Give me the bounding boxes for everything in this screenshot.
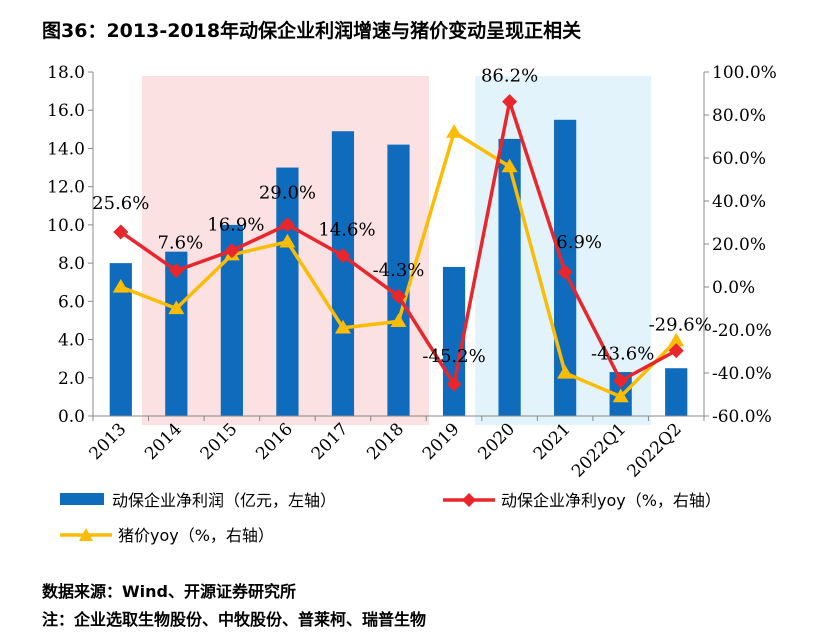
- left-tick-label: 2.0: [58, 369, 85, 389]
- bar-2013: [109, 263, 132, 416]
- profit-yoy-label-2022Q1: -43.6%: [591, 344, 654, 365]
- right-tick-label: 0.0%: [712, 278, 755, 298]
- left-tick-label: 14.0: [47, 139, 85, 159]
- legend-item-1: 动保企业净利yoy（%，右轴）: [443, 491, 721, 510]
- left-tick-label: 4.0: [58, 331, 85, 351]
- chart: 0.0 2.0 4.0 6.0 8.0 10.0 12.0 14.0 16.0 18.0 -60.0…: [47, 63, 777, 545]
- bar-2020: [498, 138, 521, 416]
- bar-2014: [165, 251, 188, 416]
- right-tick-label: 80.0%: [712, 106, 766, 126]
- legend-diamond-marker: [462, 493, 476, 507]
- profit-yoy-marker-2015: [224, 243, 240, 259]
- legend-item-2: 猪价yoy（%，右轴）: [60, 526, 274, 545]
- profit-yoy-marker-2014: [168, 263, 184, 279]
- right-tick-label: -20.0%: [712, 321, 772, 341]
- profit-yoy-label-2021: 6.9%: [556, 232, 602, 253]
- hog-price-marker-2022Q1: [612, 388, 629, 403]
- left-tick-label: 0.0: [58, 407, 85, 427]
- right-tick-label: 100.0%: [712, 63, 777, 83]
- bar-2015: [220, 224, 243, 416]
- profit-yoy-marker-2017: [335, 248, 351, 264]
- legend-label: 动保企业净利yoy（%，右轴）: [501, 491, 721, 510]
- left-tick-label: 6.0: [58, 292, 85, 312]
- right-tick-label: 40.0%: [712, 192, 766, 212]
- bar-2017: [331, 131, 355, 416]
- hog-price-marker-2018: [390, 313, 407, 327]
- hog-price-marker-2020: [501, 158, 518, 173]
- profit-yoy-marker-2022Q2: [668, 343, 684, 359]
- hog-price-marker-2013: [112, 279, 129, 293]
- profit-yoy-label-2017: 14.6%: [318, 220, 375, 241]
- x-tick-label: 2022Q1: [568, 419, 630, 481]
- profit-yoy-marker-2019: [446, 376, 462, 392]
- x-tick-label: 2022Q2: [624, 419, 686, 481]
- chart-title: 图36：2013-2018年动保企业利润增速与猪价变动呈现正相关: [42, 20, 582, 42]
- bar-2019: [442, 266, 466, 416]
- left-tick-label: 10.0: [47, 216, 85, 236]
- profit-yoy-marker-2018: [391, 288, 406, 304]
- left-tick-label: 12.0: [47, 178, 85, 198]
- x-tick-label: 2019: [419, 419, 464, 464]
- hog-price-marker-2019: [446, 124, 463, 138]
- profit-yoy-label-2022Q2: -29.6%: [649, 315, 712, 336]
- x-tick-label: 2016: [252, 419, 297, 464]
- x-tick-label: 2017: [308, 419, 353, 464]
- x-tick-label: 2021: [530, 419, 575, 464]
- profit-yoy-marker-2022Q1: [613, 373, 629, 389]
- right-tick-label: -60.0%: [712, 407, 772, 427]
- legend-bar-swatch: [60, 493, 104, 505]
- profit-yoy-marker-2013: [113, 224, 129, 240]
- bar-2018: [387, 144, 410, 416]
- legend-triangle-marker: [79, 528, 93, 541]
- x-tick-label: 2020: [474, 419, 519, 464]
- x-tick-label: 2014: [141, 419, 186, 464]
- profit-yoy-label-2014: 7.6%: [157, 233, 203, 254]
- left-tick-label: 16.0: [47, 101, 85, 121]
- source-text: 数据来源：Wind、开源证券研究所: [42, 582, 296, 601]
- profit-yoy-marker-2020: [502, 94, 518, 110]
- hog-price-marker-2016: [279, 233, 296, 248]
- legend-label: 猪价yoy（%，右轴）: [118, 526, 274, 545]
- left-tick-label: 18.0: [47, 63, 85, 83]
- x-tick-label: 2013: [86, 419, 131, 464]
- left-tick-label: 8.0: [58, 254, 85, 274]
- legend: 动保企业净利润（亿元，左轴） 动保企业净利yoy（%，右轴） 猪价yoy（%，右轴）: [60, 491, 721, 545]
- profit-yoy-label-2016: 29.0%: [259, 183, 316, 204]
- profit-yoy-label-2013: 25.6%: [92, 193, 149, 214]
- x-tick-label: 2018: [363, 419, 408, 464]
- profit-yoy-label-2015: 16.9%: [207, 215, 264, 236]
- profit-yoy-marker-2016: [279, 217, 295, 233]
- legend-label: 动保企业净利润（亿元，左轴）: [112, 491, 336, 510]
- profit-yoy-label-2020: 86.2%: [481, 66, 538, 87]
- profit-yoy-marker-2021: [557, 264, 573, 280]
- right-tick-label: 20.0%: [712, 235, 766, 255]
- note-text: 注：企业选取生物股份、中牧股份、普莱柯、瑞普生物: [42, 610, 427, 629]
- profit-yoy-label-2019: -45.2%: [422, 346, 485, 367]
- hog-price-marker-2022Q2: [668, 332, 685, 347]
- hog-price-marker-2017: [334, 319, 351, 334]
- legend-item-0: 动保企业净利润（亿元，左轴）: [60, 491, 336, 510]
- profit-yoy-label-2018: -4.3%: [373, 260, 425, 281]
- bar-2016: [276, 167, 299, 416]
- data-labels: 25.6% 7.6%16.9% 29.0%14.6% -4.3% -45.2% 86.2%…: [92, 66, 712, 368]
- hog-price-marker-2014: [168, 300, 185, 315]
- right-tick-label: 60.0%: [712, 149, 766, 169]
- hog-price-marker-2021: [557, 365, 574, 379]
- right-tick-label: -40.0%: [712, 364, 772, 384]
- x-tick-label: 2015: [197, 419, 242, 464]
- bar-2022Q2: [665, 368, 688, 416]
- line-series: [112, 94, 685, 403]
